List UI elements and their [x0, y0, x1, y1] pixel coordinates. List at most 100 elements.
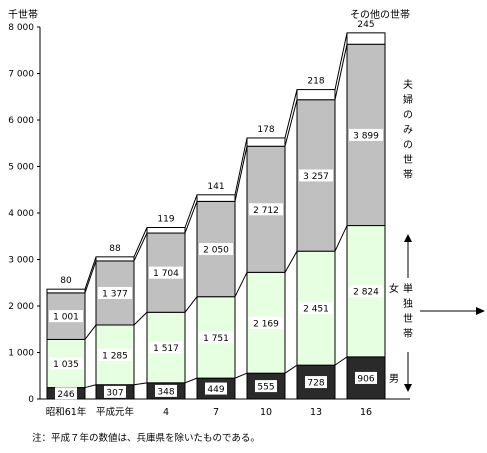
connector-line — [234, 272, 248, 297]
value-label-box — [355, 371, 377, 384]
legend-single-char: 単 — [403, 282, 413, 295]
y-tick-label: 4 000 — [8, 209, 34, 219]
value-label-box — [299, 169, 333, 182]
value-label: 906 — [357, 374, 374, 384]
connector-line — [84, 384, 97, 389]
category-label: 10 — [260, 407, 272, 418]
connector-line — [334, 356, 348, 366]
connector-line — [184, 377, 198, 384]
category-label: 13 — [310, 407, 322, 418]
connector-line — [334, 225, 348, 252]
value-label: 3 899 — [353, 131, 379, 141]
category-label: 平成元年 — [96, 406, 135, 418]
y-tick-label: 6 000 — [8, 116, 34, 126]
connector-line — [133, 311, 148, 326]
value-label: 1 001 — [53, 313, 79, 323]
category-label: 昭和61年 — [46, 406, 87, 418]
value-label: 178 — [257, 125, 274, 135]
bar-segment — [296, 89, 336, 101]
value-label: 141 — [207, 182, 224, 192]
value-label: 1 285 — [102, 351, 128, 361]
legend-female: 女 — [389, 282, 399, 295]
value-label-box — [98, 286, 132, 299]
legend-couple-char: 世 — [403, 154, 413, 166]
y-tick-label: 2 000 — [8, 302, 34, 312]
connector-line — [84, 324, 97, 340]
y-tick-label: 3 000 — [8, 256, 34, 266]
value-label: 348 — [157, 387, 174, 397]
category-label: 4 — [163, 407, 169, 418]
y-tick-label: 0 — [28, 395, 34, 405]
value-label-box — [149, 266, 183, 279]
bar-segment — [46, 288, 86, 294]
value-label-box — [49, 310, 83, 323]
value-label: 1 751 — [203, 334, 229, 344]
connector-line — [184, 296, 198, 313]
connector-line — [284, 250, 298, 273]
category-label: 16 — [360, 407, 372, 418]
value-label-box — [299, 302, 333, 315]
y-tick-label: 7 000 — [8, 70, 34, 80]
value-label: 2 824 — [353, 288, 379, 298]
value-label-box — [199, 243, 233, 256]
connector-line — [334, 44, 348, 100]
value-label: 1 035 — [53, 360, 79, 370]
value-label-box — [349, 285, 383, 298]
y-tick-label: 8 000 — [8, 23, 34, 33]
value-label: 449 — [207, 385, 224, 395]
legend-single-char: 世 — [403, 313, 413, 325]
arrow-right-icon — [476, 307, 485, 315]
footnote: 注：平成７年の数値は、兵庫県を除いたものである。 — [32, 433, 260, 444]
connector-line — [133, 232, 148, 262]
y-tick-label: 1 000 — [8, 349, 34, 359]
value-label: 2 169 — [253, 319, 279, 329]
legend-couple-char: 夫 — [403, 79, 413, 91]
value-label-box — [98, 348, 132, 361]
y-tick-label: 5 000 — [8, 163, 34, 173]
bar-segment — [346, 356, 386, 400]
value-label: 2 451 — [303, 305, 329, 315]
value-label-box — [205, 382, 227, 395]
value-label-box — [55, 387, 77, 400]
connector-line — [184, 201, 198, 234]
legend-couple-char: の — [403, 140, 413, 151]
value-label-box — [249, 316, 283, 329]
connector-line — [284, 364, 298, 374]
value-label: 246 — [57, 390, 74, 400]
bar-segment — [146, 227, 186, 234]
legend-male: 男 — [389, 373, 399, 385]
legend-couple-char: の — [403, 110, 413, 121]
value-label: 88 — [109, 244, 121, 254]
bar-segment — [246, 137, 286, 147]
plot-area: 0 1 000 2 000 3 000 4 000 5 000 6 000 7 000 8 00… — [8, 20, 485, 418]
value-label: 245 — [357, 20, 374, 30]
value-label: 3 257 — [303, 172, 329, 182]
legend-other-households: その他の世帯 — [350, 8, 410, 21]
value-label: 119 — [157, 215, 174, 225]
connector-line — [334, 32, 348, 90]
connector-line — [284, 99, 298, 147]
value-label-box — [249, 203, 283, 216]
value-label: 2 050 — [203, 246, 229, 256]
value-label-box — [155, 384, 177, 397]
connector-line — [84, 260, 97, 294]
category-label: 7 — [213, 407, 219, 418]
value-label-box — [49, 357, 83, 370]
value-label-box — [255, 380, 277, 393]
value-label-box — [199, 331, 233, 344]
arrow-up-icon — [404, 234, 412, 242]
legend-single-char: 独 — [403, 297, 413, 310]
value-label-box — [149, 341, 183, 354]
value-label-box — [104, 385, 126, 398]
value-label: 218 — [307, 77, 324, 87]
value-label: 307 — [106, 388, 123, 398]
bar-segment — [196, 194, 236, 202]
value-label: 80 — [60, 276, 72, 286]
connector-line — [284, 89, 298, 139]
connector-line — [133, 227, 148, 258]
connector-line — [184, 194, 198, 228]
value-label: 2 712 — [253, 206, 279, 216]
y-axis-title: 千世帯 — [8, 8, 38, 21]
value-label: 1 377 — [102, 289, 128, 299]
